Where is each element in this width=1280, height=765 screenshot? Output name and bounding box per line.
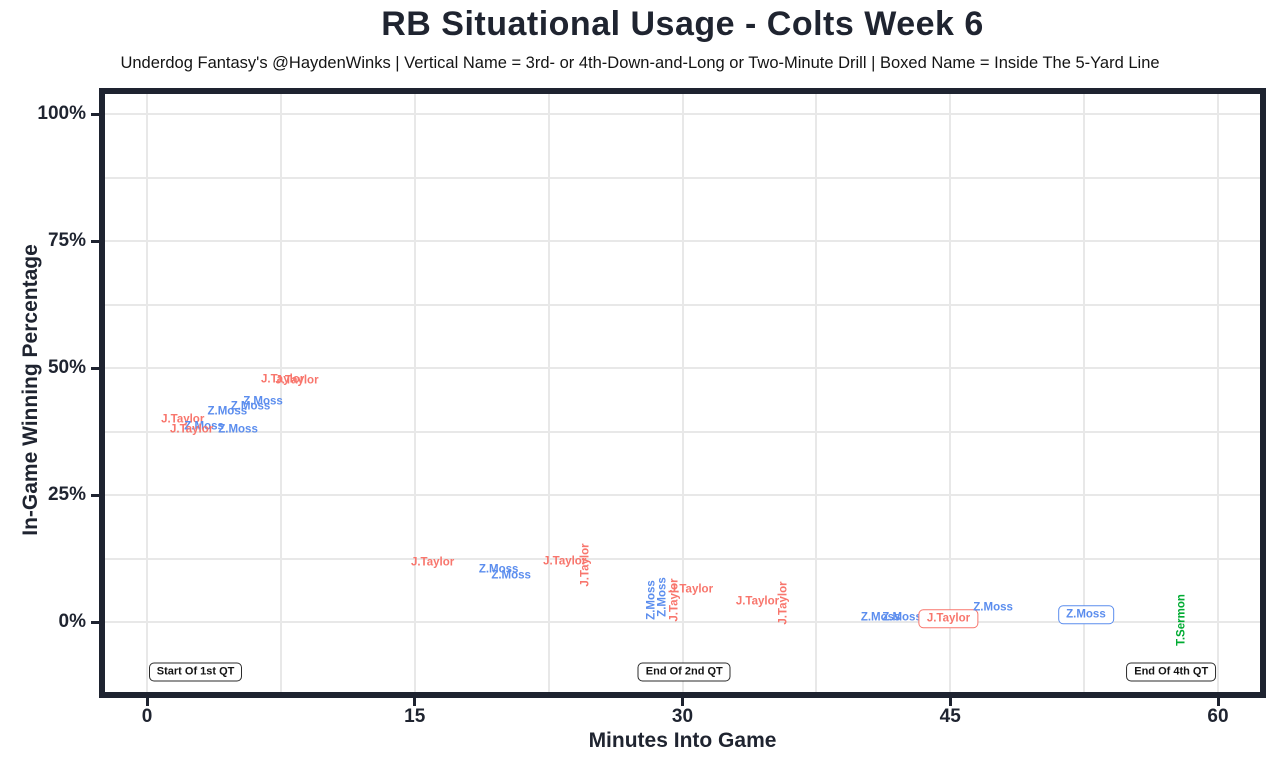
y-axis-title: In-Game Winning Percentage (19, 244, 42, 536)
x-axis-tick-label: 30 (671, 706, 694, 727)
gridline-horizontal (105, 557, 1260, 560)
gridline-horizontal (105, 621, 1260, 623)
x-axis-tick (1216, 698, 1220, 706)
gridline-horizontal (105, 240, 1260, 242)
gridline-horizontal (105, 367, 1260, 369)
y-axis-tick-label: 0% (58, 611, 86, 632)
chart-subtitle: Underdog Fantasy's @HaydenWinks | Vertic… (120, 54, 1160, 72)
gridline-vertical (146, 94, 148, 692)
x-axis-tick (948, 698, 952, 706)
x-axis-title: Minutes Into Game (588, 729, 777, 752)
gridline-vertical (949, 94, 952, 692)
y-axis-tick (91, 239, 99, 243)
player-label: Z.Moss (184, 420, 224, 433)
x-axis-tick (681, 698, 684, 706)
player-label: J.Taylor (275, 374, 319, 387)
y-axis-tick (91, 366, 99, 370)
player-label: J.Taylor (543, 555, 587, 568)
quarter-annotation: End Of 2nd QT (637, 662, 731, 682)
player-label: J.Taylor (735, 595, 780, 608)
player-label: Z.Moss (1058, 605, 1114, 625)
player-label: Z.Moss (230, 400, 271, 413)
x-axis-tick-label: 15 (404, 706, 426, 727)
gridline-vertical (279, 94, 282, 692)
player-label: J.Taylor (668, 578, 681, 622)
gridline-vertical (681, 94, 684, 692)
y-axis-tick (91, 493, 99, 497)
x-axis-tick (413, 698, 417, 706)
chart-title: RB Situational Usage - Colts Week 6 (381, 5, 984, 43)
gridline-vertical (1217, 94, 1219, 692)
player-label: Z.Moss (478, 563, 519, 576)
gridline-horizontal (105, 494, 1260, 496)
player-label: Z.Moss (656, 577, 669, 617)
player-label: Z.Moss (973, 601, 1013, 614)
y-axis-tick-label: 100% (37, 103, 86, 124)
player-label: Z.Moss (882, 611, 922, 624)
x-axis-tick-label: 60 (1207, 706, 1229, 727)
x-axis-tick-label: 45 (939, 706, 961, 727)
gridline-vertical (413, 94, 416, 692)
y-axis-tick-label: 50% (47, 357, 86, 378)
x-axis-tick-label: 0 (141, 706, 153, 727)
plot-panel (99, 88, 1266, 698)
gridline-horizontal (105, 430, 1260, 433)
player-label: Z.Moss (218, 423, 258, 436)
player-label: Z.Moss (243, 395, 283, 408)
quarter-annotation: End Of 4th QT (1126, 662, 1217, 682)
gridline-vertical (1083, 94, 1086, 692)
gridline-vertical (547, 94, 550, 692)
player-label: J.Taylor (579, 543, 592, 587)
player-label: J.Taylor (410, 556, 455, 569)
gridline-horizontal (105, 176, 1260, 179)
y-axis-tick (91, 112, 99, 116)
player-label: J.Taylor (161, 413, 205, 426)
gridline-vertical (815, 94, 818, 692)
plot-area (105, 94, 1260, 692)
y-axis-tick-label: 25% (47, 484, 86, 505)
player-label: T.Sermon (1175, 594, 1188, 646)
gridline-horizontal (105, 303, 1260, 306)
player-label: J.Taylor (261, 373, 305, 386)
player-label: Z.Moss (491, 569, 531, 582)
player-label: J.Taylor (669, 583, 714, 596)
player-label: J.Taylor (918, 609, 979, 629)
y-axis-tick (91, 620, 99, 624)
player-label: Z.Moss (207, 405, 248, 418)
player-label: J.Taylor (777, 581, 790, 625)
gridline-horizontal (105, 113, 1260, 115)
player-label: Z.Moss (860, 611, 901, 624)
x-axis-tick (145, 698, 149, 706)
player-label: J.Taylor (170, 423, 214, 436)
y-axis-tick-label: 75% (47, 230, 86, 251)
quarter-annotation: Start Of 1st QT (148, 662, 243, 682)
